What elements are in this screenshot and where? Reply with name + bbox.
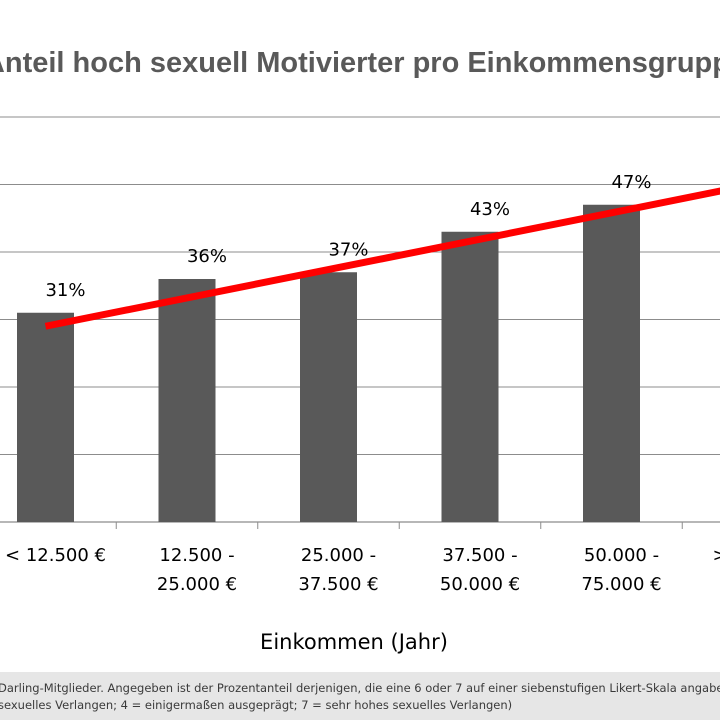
- x-axis-label: Einkommen (Jahr): [260, 630, 448, 654]
- x-tick-label: 12.500 -: [159, 545, 234, 566]
- data-label: 36%: [187, 246, 227, 267]
- x-tick-label: 37.500 €: [298, 574, 378, 595]
- x-tick-labels: < 12.500 € 12.500 - 25.000 € 25.000 - 37.500…: [5, 545, 720, 595]
- data-label: 43%: [470, 199, 510, 220]
- x-tick-label: 25.000 -: [301, 545, 376, 566]
- x-tick-label: 75.000 €: [581, 574, 661, 595]
- data-label: 47%: [611, 172, 651, 193]
- bar: [300, 272, 357, 522]
- x-tick-label: 37.500 -: [442, 545, 517, 566]
- bars: [17, 204, 640, 522]
- x-tick-label: < 12.500 €: [5, 545, 106, 566]
- x-tick-label: > 75.000 €: [713, 545, 720, 566]
- data-label: 31%: [45, 280, 85, 301]
- bar: [158, 279, 216, 522]
- bar: [441, 231, 499, 522]
- trendline: [44, 187, 720, 330]
- x-tick-label: 50.000 €: [440, 574, 520, 595]
- x-tick-label: 25.000 €: [157, 574, 237, 595]
- footnote-line-1: Darling-Mitglieder. Angegeben ist der Pr…: [0, 681, 720, 695]
- chart: Anteil hoch sexuell Motivierter pro Eink…: [0, 47, 720, 654]
- footnote: Darling-Mitglieder. Angegeben ist der Pr…: [0, 672, 720, 720]
- footnote-line-2: sexuelles Verlangen; 4 = einigermaßen au…: [0, 698, 513, 712]
- data-labels: 31% 36% 37% 43% 47%: [45, 172, 651, 301]
- data-label: 37%: [328, 239, 368, 260]
- gridlines: [0, 116, 720, 529]
- bar: [583, 204, 640, 522]
- trendline-group: [44, 187, 720, 330]
- chart-title: Anteil hoch sexuell Motivierter pro Eink…: [0, 47, 720, 79]
- x-tick-label: 50.000 -: [584, 545, 659, 566]
- bar: [17, 312, 74, 522]
